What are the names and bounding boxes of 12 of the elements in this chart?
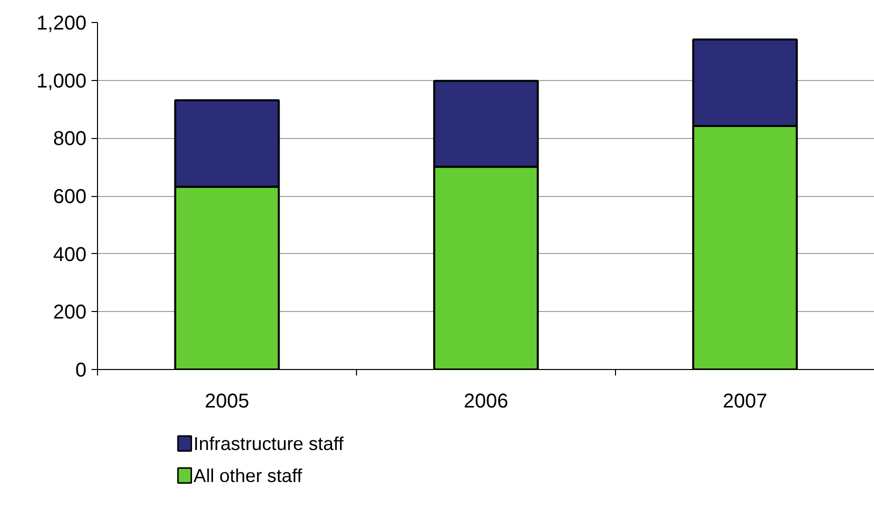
legend-label: All other staff [194, 465, 303, 486]
y-tick-label: 200 [53, 302, 87, 324]
y-tick-label: 400 [53, 244, 87, 266]
x-tick-label: 2006 [464, 390, 508, 412]
x-tick-label: 2007 [722, 390, 768, 412]
y-tick-label: 600 [53, 186, 87, 208]
y-tick-label: 800 [53, 128, 87, 150]
legend-label: Infrastructure staff [194, 433, 344, 454]
x-tick-label: 2005 [204, 390, 250, 412]
y-tick-label: 1,200 [36, 12, 87, 34]
y-tick-label: 1,000 [36, 70, 87, 92]
y-tick-label: 0 [75, 360, 86, 382]
